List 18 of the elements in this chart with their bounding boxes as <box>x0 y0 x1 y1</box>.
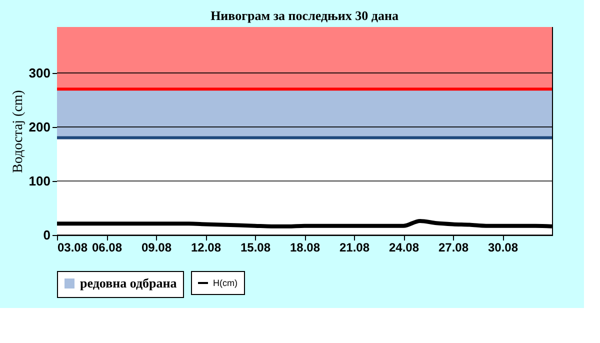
y-axis-title: Водостај (cm) <box>10 90 26 173</box>
y-tick-label: 200 <box>28 119 50 134</box>
chart-title: Нивограм за последњих 30 дана <box>210 8 399 23</box>
x-tick-label: 21.08 <box>339 240 370 254</box>
y-tick-label: 0 <box>43 228 50 242</box>
y-tick-label: 100 <box>28 173 50 188</box>
y-tick-label: 300 <box>28 65 50 80</box>
x-tick-label: 15.08 <box>240 240 271 254</box>
x-tick-label: 12.08 <box>190 240 222 254</box>
legend-label: H(cm) <box>213 278 238 288</box>
x-tick-label: 18.08 <box>290 240 320 254</box>
x-tick-label: 03.08 <box>58 240 88 254</box>
legend-label: редовна одбрана <box>80 276 178 290</box>
x-tick-label: 09.08 <box>141 240 172 254</box>
x-tick-label: 24.08 <box>388 240 420 254</box>
x-tick-label: 27.08 <box>438 240 469 254</box>
x-tick-label: 06.08 <box>92 240 122 254</box>
x-tick-label: 30.08 <box>488 240 518 254</box>
